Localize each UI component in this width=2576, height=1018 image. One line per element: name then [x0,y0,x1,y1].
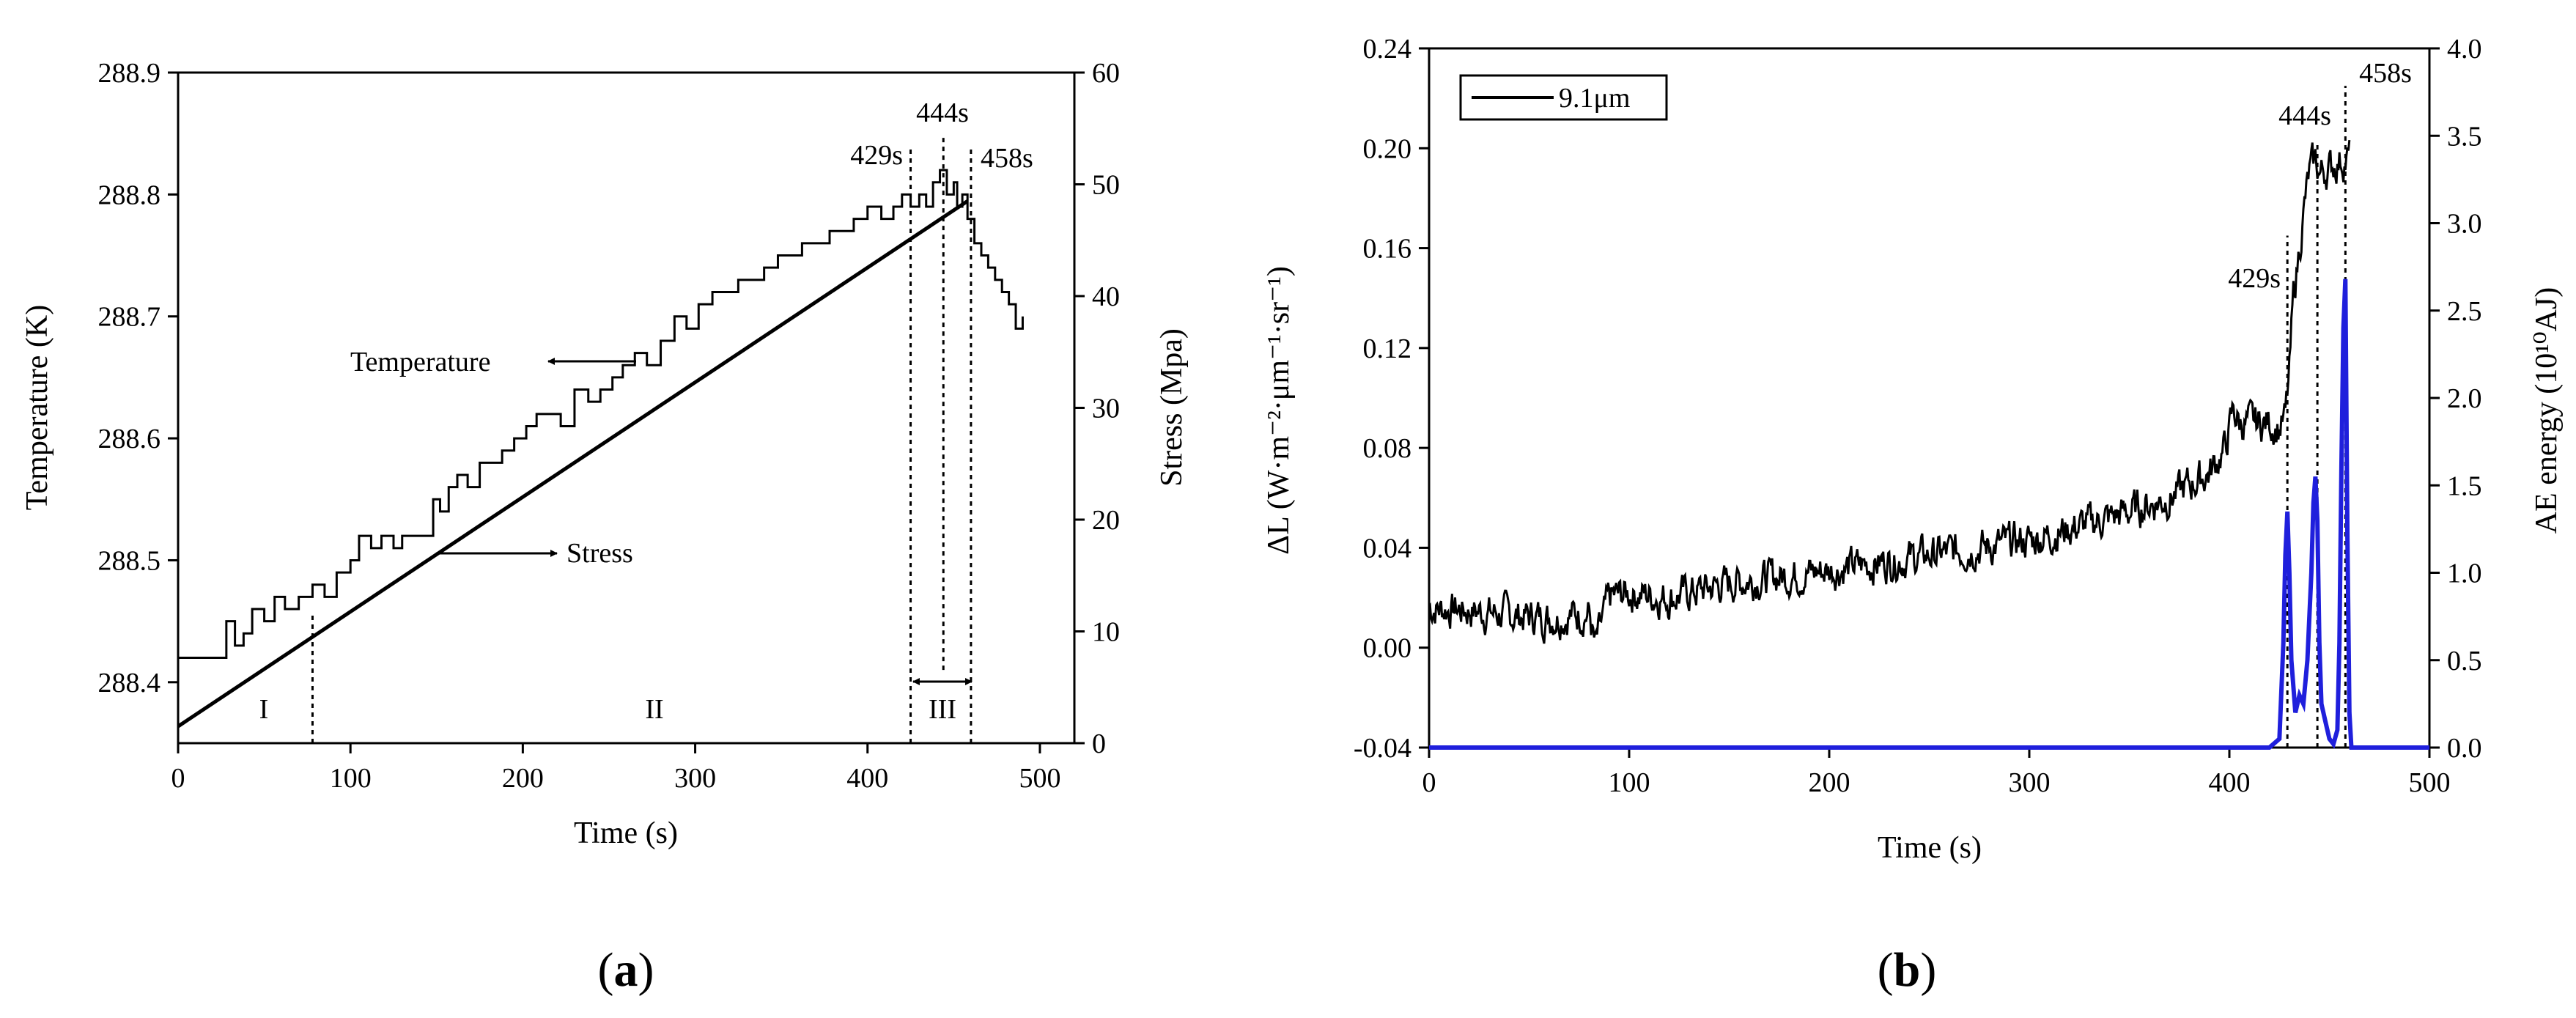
annotation-stage-i: I [259,694,269,725]
chart-a-ticks: 0 100 200 300 400 500288.4288.5288.6288.7288.… [98,58,1121,794]
y-left-tick-label: 0.16 [1363,234,1412,265]
x-tick-label: 300 [2009,767,2051,798]
x-tick-label: 100 [330,763,372,794]
b-annotation-444s: 444s [2278,100,2331,131]
y-left-tick-label: 0.00 [1363,633,1412,664]
y-left-tick-label: 0.04 [1363,533,1412,564]
annotation-458s: 458s [981,143,1033,174]
chart-a-xlabel: Time (s) [574,816,678,850]
x-tick-label: 100 [1609,767,1650,798]
b-annotation-429s: 429s [2228,263,2281,294]
y-right-tick-label: 1.5 [2447,471,2482,501]
annotation-429s: 429s [850,140,903,171]
y-right-tick-label: 20 [1092,505,1120,536]
b-annotation-458s: 458s [2359,58,2412,89]
y-right-tick-label: 1.0 [2447,558,2482,589]
y-left-tick-label: -0.04 [1354,733,1411,764]
y-right-tick-label: 3.5 [2447,121,2482,152]
y-right-tick-label: 2.0 [2447,383,2482,414]
annotation-444s: 444s [916,97,969,128]
chart-b-ylabel-right: AE energy (10¹⁰AJ) [2530,287,2564,534]
y-right-tick-label: 30 [1092,394,1120,424]
y-right-tick-label: 40 [1092,281,1120,312]
y-right-tick-label: 10 [1092,617,1120,648]
legend-label-9-1um: 9.1μm [1559,83,1630,114]
y-left-tick-label: 0.12 [1363,333,1412,364]
annotation-stage-ii: II [645,694,663,725]
y-right-tick-label: 0.5 [2447,646,2482,676]
x-tick-label: 500 [2409,767,2451,798]
y-left-tick-label: 288.9 [98,58,161,89]
x-tick-label: 200 [1809,767,1850,798]
y-right-tick-label: 2.5 [2447,296,2482,327]
chart-b-ticks: 0 100 200 300 400 500 -0.04 0.00 0.04 0.08 0.12 0.1… [1354,34,2482,798]
chart-b: 0 100 200 300 400 500 -0.04 0.00 0.04 0.08 0.12 0.1… [1262,34,2564,997]
y-left-tick-label: 288.8 [98,180,161,210]
y-left-tick-label: 0.24 [1363,34,1412,64]
chart-a: 0 100 200 300 400 500288.4288.5288.6288.7288.… [21,58,1189,997]
chart-b-frame [1428,47,2431,749]
chart-a-series-temperature [178,169,1024,660]
y-right-tick-label: 0 [1092,729,1106,759]
y-right-tick-label: 3.0 [2447,209,2482,240]
x-tick-label: 500 [1019,763,1060,794]
x-tick-label: 0 [171,763,185,794]
x-tick-label: 200 [502,763,544,794]
chart-b-ylabel-left: ΔL (W·m⁻²·μm⁻¹·sr⁻¹) [1262,266,1296,555]
panel-label-a: (a) [598,943,654,997]
y-right-tick-label: 50 [1092,170,1120,201]
x-tick-label: 300 [674,763,716,794]
chart-a-ylabel-left: Temperature (K) [21,305,54,510]
y-left-tick-label: 0.08 [1363,433,1412,464]
y-left-tick-label: 288.4 [98,668,161,698]
chart-b-series-9-1um [1428,139,2351,644]
x-tick-label: 0 [1422,767,1436,798]
annotation-stress: Stress [567,538,633,569]
y-right-tick-label: 60 [1092,58,1120,89]
chart-a-series-stress [177,199,969,729]
y-left-tick-label: 288.7 [98,302,161,333]
y-right-tick-label: 4.0 [2447,34,2482,64]
x-tick-label: 400 [2209,767,2251,798]
chart-a-marker-lines [311,133,973,743]
chart-a-ylabel-right: Stress (Mpa) [1155,328,1189,487]
chart-b-legend: 9.1μm [1459,74,1668,121]
panel-label-b: (b) [1878,943,1937,997]
y-left-tick-label: 0.20 [1363,133,1412,164]
y-left-tick-label: 288.5 [98,545,161,576]
annotation-stage-iii: III [929,694,956,725]
y-right-tick-label: 0.0 [2447,733,2482,764]
chart-b-xlabel: Time (s) [1878,831,1982,865]
y-left-tick-label: 288.6 [98,424,161,454]
chart-b-marker-lines [2286,86,2347,748]
annotation-temperature: Temperature [350,347,490,377]
x-tick-label: 400 [846,763,888,794]
chart-b-series-ae-energy [1429,279,2429,750]
